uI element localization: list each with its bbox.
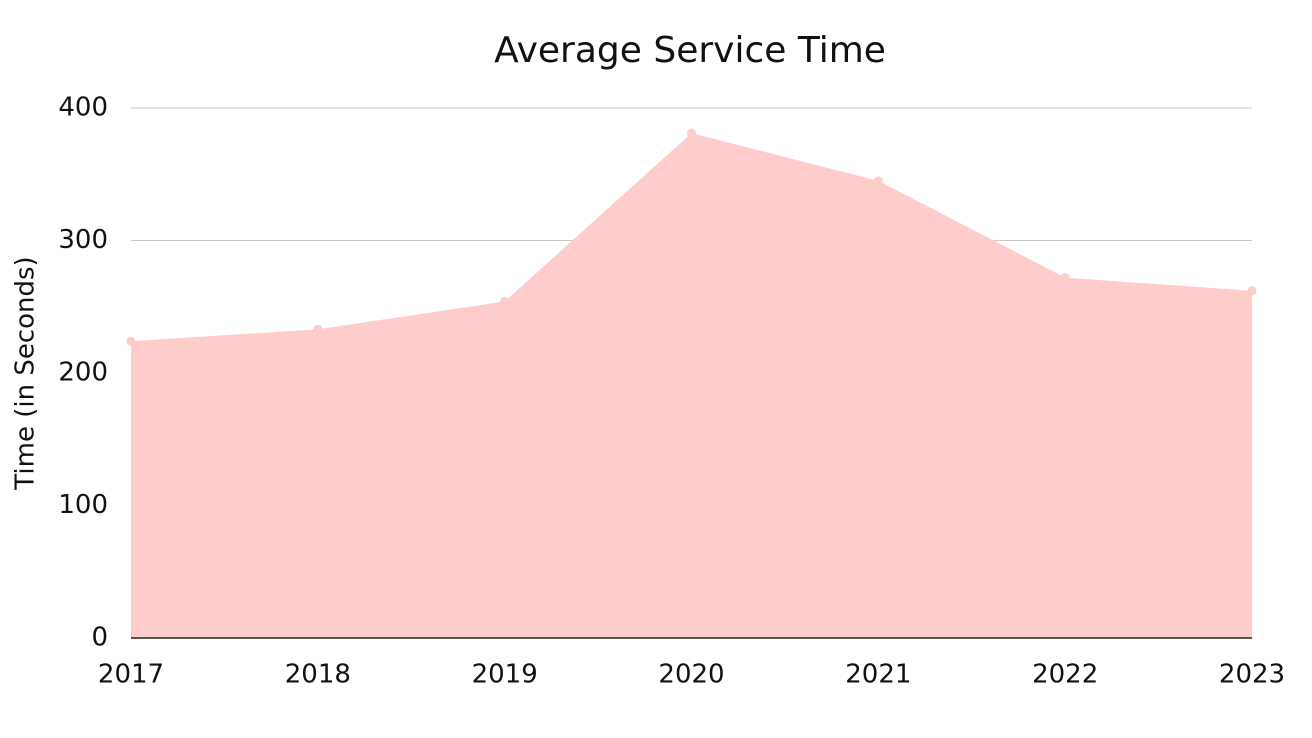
data-point: [1247, 286, 1257, 296]
data-point: [873, 176, 883, 186]
data-point: [126, 336, 136, 346]
x-tick-label: 2017: [98, 660, 164, 690]
y-axis-label: Time (in Seconds): [11, 256, 41, 490]
y-tick-label: 100: [58, 490, 108, 520]
x-tick-label: 2021: [845, 660, 911, 690]
chart-title: Average Service Time: [494, 30, 886, 71]
x-tick-label: 2018: [285, 660, 351, 690]
x-tick-label: 2020: [658, 660, 724, 690]
x-tick-label: 2022: [1032, 660, 1098, 690]
y-tick-label: 300: [58, 225, 108, 255]
y-tick-label: 0: [91, 623, 108, 653]
data-point: [500, 296, 510, 306]
x-tick-label: 2019: [472, 660, 538, 690]
data-point: [313, 324, 323, 334]
y-tick-label: 200: [58, 358, 108, 388]
data-point: [1060, 273, 1070, 283]
area: [131, 133, 1252, 639]
data-point: [687, 128, 696, 138]
y-tick-label: 400: [58, 93, 108, 123]
x-tick-label: 2023: [1219, 660, 1285, 690]
